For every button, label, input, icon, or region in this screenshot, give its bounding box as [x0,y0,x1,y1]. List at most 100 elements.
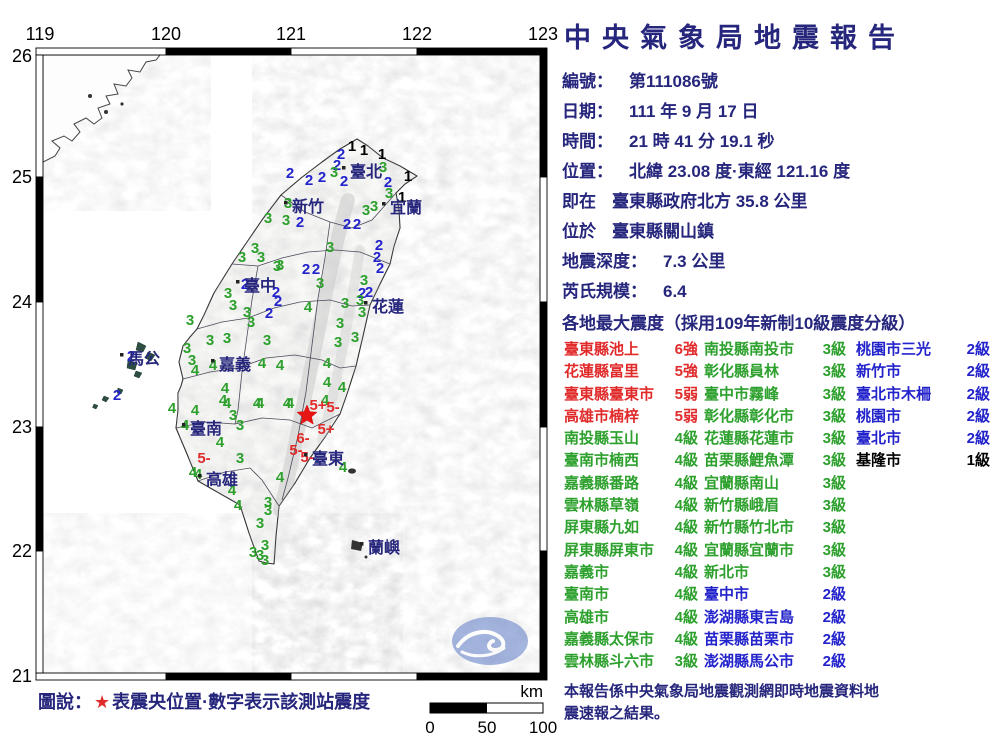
intensity-entry: 臺南市楠西 4級 [564,449,698,471]
info-value: 臺東縣關山鎮 [612,222,714,241]
intensity-level: 4級 [674,630,698,648]
station-intensity: 2 [365,284,373,301]
station-intensity: 2 [358,285,366,302]
station-intensity: 4 [338,379,347,396]
penghu-islands [92,341,156,410]
location-name: 澎湖縣馬公市 [704,653,795,671]
station-intensity: 4 [228,482,237,499]
epicenter-star-glyph: ★ [94,692,111,712]
intensity-entry: 雲林縣斗六市 3級 [564,650,698,672]
info-label: 地震深度： [562,252,647,271]
report-title: 中央氣象局地震報告 [564,23,906,53]
station-intensity: 1 [360,142,368,159]
station-intensity: 3 [224,285,232,302]
report-footnote: 本報告係中央氣象局地震觀測網即時地震資料地震速報之結果。 [564,683,880,722]
intensity-level: 3級 [822,541,846,559]
station-intensity: 4 [168,400,177,417]
intensity-level: 3級 [822,519,846,537]
scale-label: 50 [478,718,497,737]
intensity-level: 4級 [674,452,698,470]
location-name: 臺南市楠西 [564,452,640,470]
location-name: 高雄市楠梓 [564,407,640,425]
info-label: 芮氏規模： [562,282,647,301]
station-intensity: 3 [236,417,244,434]
city-marker [236,280,240,284]
info-label: 日期： [562,102,613,121]
cwb-logo-watermark [452,617,528,665]
location-name: 臺東縣臺東市 [564,385,655,403]
station-intensity: 4 [286,395,295,412]
station-intensity: 3 [264,494,272,511]
intensity-entry: 臺中市 2級 [704,583,846,605]
intensity-entry: 嘉義縣番路 4級 [564,472,698,494]
city-marker [198,474,202,478]
info-label: 位於 [562,222,596,241]
station-intensity: 3 [284,195,292,212]
intensity-entry: 宜蘭縣宜蘭市 3級 [704,539,846,561]
info-value: 北緯 23.08 度·東經 121.16 度 [629,162,851,181]
intensity-entry: 臺南市 4級 [564,583,698,605]
station-intensity: 4 [323,355,332,372]
station-intensity: 1 [398,189,406,206]
intensity-entry: 彰化縣彰化市 3級 [704,405,846,427]
map-frame [35,47,548,681]
city-marker [342,166,346,170]
intensity-level: 3級 [822,407,846,425]
info-label: 時間： [562,132,613,151]
station-intensity: 3 [229,407,237,424]
station-intensity: 4 [339,459,348,476]
location-name: 新竹縣峨眉 [704,497,780,515]
intensity-level: 3級 [822,474,846,492]
mainland-coastline [43,55,161,163]
station-intensity: 1 [378,146,386,163]
intensity-entry: 高雄市楠梓 5弱 [564,405,698,427]
intensity-entry: 新北市 3級 [704,561,846,583]
intensity-entry: 宜蘭縣南山 3級 [704,472,846,494]
intensity-entry: 苗栗縣苗栗市 2級 [704,628,846,650]
intensity-level: 3級 [822,452,846,470]
location-name: 屏東縣九如 [564,519,640,537]
place-label: 馬公 [128,350,160,368]
intensity-level: 2級 [966,407,990,425]
station-intensity: 3 [273,258,281,275]
x-tick: 122 [402,24,432,44]
intensity-entry: 花蓮縣富里 5強 [564,360,698,382]
station-intensity: 3 [249,544,257,561]
station-intensity: 2 [340,173,348,190]
intensity-column: 臺東縣池上 6強 花蓮縣富里 5強 臺東縣臺東市 5弱 高雄市楠梓 5弱 南投縣玉山 4級 臺南市楠… [564,338,698,672]
station-intensity: 4 [216,434,225,451]
station-intensity: 2 [318,169,326,186]
x-tick: 121 [276,24,306,44]
station-intensity: 3 [229,297,237,314]
location-name: 臺北市 [856,430,902,448]
epicenter-star [296,404,318,425]
city-marker [360,542,364,546]
intensity-level: 3級 [822,385,846,403]
station-intensity: 4 [209,357,218,374]
intensity-column: 南投縣南投市 3級 彰化縣員林 3級 臺中市霧峰 3級 彰化縣彰化市 3級 花蓮縣花蓮市 3級 苗栗… [704,338,846,672]
station-intensity: 4 [276,357,285,374]
report-info: 編號： 第111086號 日期： 111 年 9 月 17 日時間： 21 時 41 分… [562,67,998,307]
station-intensity: 2 [343,216,351,233]
location-name: 彰化縣員林 [704,363,780,381]
station-intensity: 3 [336,315,344,332]
station-intensity: 4 [219,392,228,409]
station-intensity: 3 [247,314,255,331]
intensity-entry: 澎湖縣東吉島 2級 [704,606,846,628]
intensity-level: 2級 [966,430,990,448]
intensity-level: 2級 [822,586,846,604]
y-tick: 25 [12,167,32,187]
location-name: 花蓮縣富里 [564,363,640,381]
x-tick: 119 [26,24,55,44]
intensity-level: 4級 [674,586,698,604]
station-intensity: 3 [188,352,196,369]
place-label: 蘭嶼 [368,538,400,557]
location-name: 雲林縣斗六市 [564,653,655,671]
station-intensity: 3 [358,304,366,321]
station-intensity: 3 [276,257,284,274]
info-label: 位置： [562,162,613,181]
station-intensity: 2 [241,276,249,293]
intensity-level: 4級 [674,474,698,492]
station-intensity: 2 [373,249,381,266]
